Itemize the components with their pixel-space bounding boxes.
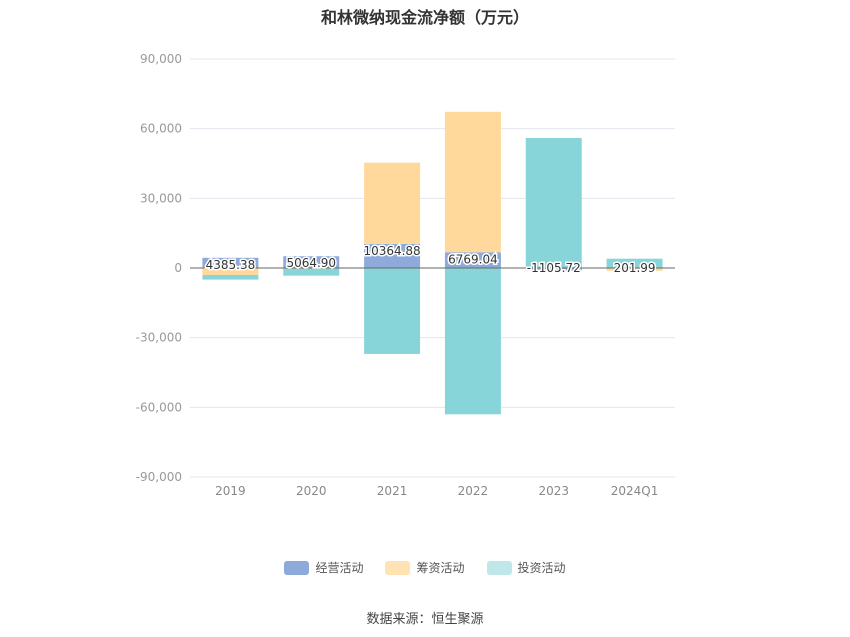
legend-swatch-financing bbox=[385, 560, 411, 575]
y-tick-label: 60,000 bbox=[140, 122, 182, 136]
data-label: 4385.38 bbox=[206, 258, 256, 272]
y-tick-label: 30,000 bbox=[140, 191, 182, 205]
bar-segment bbox=[202, 274, 259, 280]
x-tick-label: 2021 bbox=[377, 484, 408, 498]
bar-segment bbox=[525, 137, 582, 268]
y-tick-label: 90,000 bbox=[140, 52, 182, 66]
data-source: 数据来源：恒生聚源 bbox=[366, 612, 484, 627]
legend-item-financing[interactable]: 筹资活动 bbox=[385, 559, 465, 576]
x-tick-label: 2022 bbox=[458, 484, 489, 498]
bar-segment bbox=[444, 268, 501, 415]
legend-item-investing[interactable]: 投资活动 bbox=[486, 559, 566, 576]
x-tick-label: 2019 bbox=[215, 484, 246, 498]
legend-label-financing: 筹资活动 bbox=[416, 561, 465, 575]
bar-segment bbox=[283, 256, 340, 268]
bar-segment bbox=[444, 111, 501, 253]
y-tick-label: -60,000 bbox=[136, 400, 182, 414]
legend-label-investing: 投资活动 bbox=[517, 561, 566, 575]
legend-swatch-operating bbox=[284, 560, 310, 575]
bar-segment bbox=[444, 252, 501, 268]
bar-segment bbox=[364, 162, 421, 244]
x-tick-label: 2024Q1 bbox=[611, 484, 659, 498]
data-label: 6769.04 bbox=[448, 252, 498, 266]
x-tick-label: 2023 bbox=[538, 484, 569, 498]
legend-item-operating[interactable]: 经营活动 bbox=[284, 559, 363, 576]
bar-segment bbox=[606, 268, 663, 271]
bar-segment bbox=[364, 243, 421, 268]
y-tick-label: -90,000 bbox=[136, 470, 182, 484]
legend-swatch-investing bbox=[486, 560, 512, 575]
data-label: 201.99 bbox=[614, 261, 656, 275]
data-label: 10364.88 bbox=[363, 244, 420, 258]
bar-segment bbox=[606, 258, 663, 268]
chart-title: 和林微纳现金流净额（万元） bbox=[320, 8, 529, 27]
data-label: 5064.90 bbox=[286, 256, 336, 270]
bar-segment bbox=[202, 257, 259, 268]
y-tick-label: 0 bbox=[174, 261, 182, 275]
bar-segment bbox=[525, 268, 582, 271]
bar-segment bbox=[202, 268, 259, 275]
legend: 经营活动 筹资活动 投资活动 bbox=[0, 559, 850, 576]
x-tick-label: 2020 bbox=[296, 484, 327, 498]
bar-segment bbox=[364, 268, 421, 354]
data-label: -1105.72 bbox=[527, 261, 581, 275]
y-tick-label: -30,000 bbox=[136, 331, 182, 345]
legend-label-operating: 经营活动 bbox=[315, 561, 364, 575]
bar-segment bbox=[283, 268, 340, 276]
